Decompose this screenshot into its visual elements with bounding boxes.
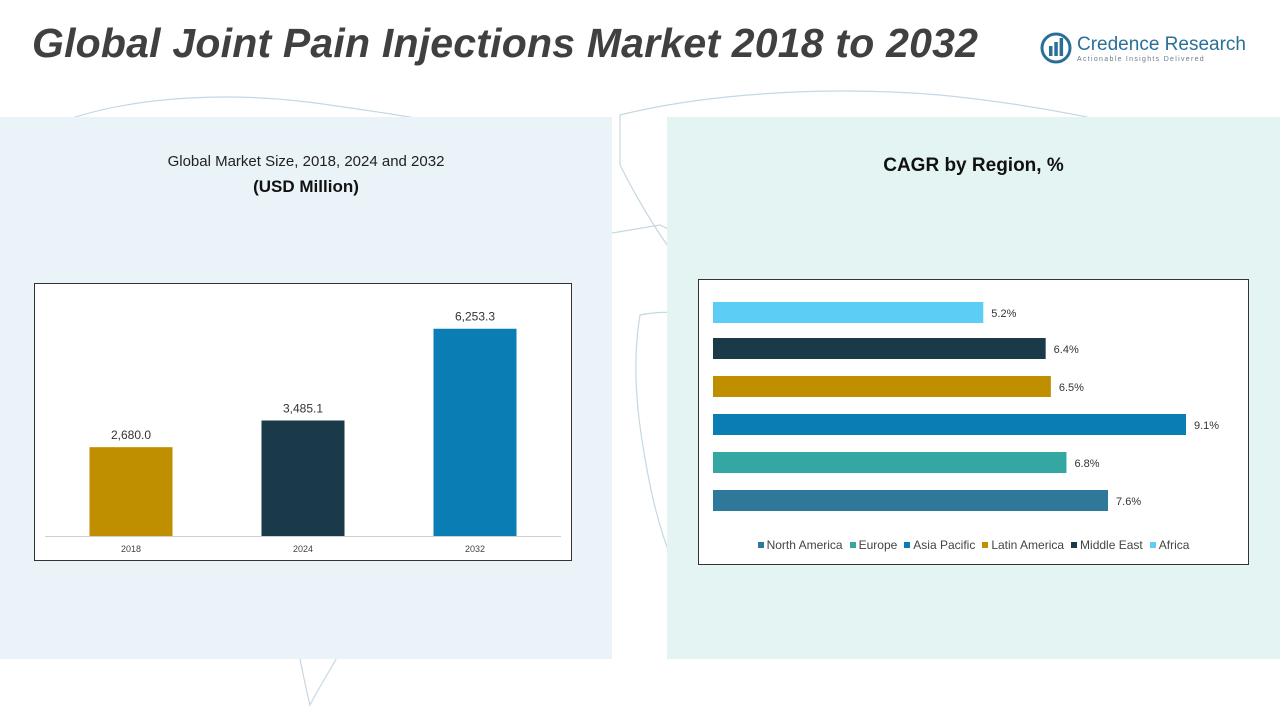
- market-size-bar-chart: 2,680.0 2018 3,485.1 2024 6,253.3 2032: [45, 310, 561, 554]
- credence-research-logo: Credence Research Actionable Insights De…: [1040, 30, 1255, 70]
- legend-item: Middle East: [1071, 538, 1143, 552]
- legend-swatch: [1149, 542, 1156, 548]
- logo-name: Credence Research: [1077, 34, 1246, 55]
- cagr-value-label: 6.8%: [1074, 458, 1099, 470]
- legend-item: Africa: [1149, 538, 1190, 552]
- cagr-bar-europe: [713, 452, 1067, 473]
- market-size-chart-unit: (USD Million): [253, 177, 359, 196]
- legend-swatch: [849, 542, 856, 548]
- cagr-bar-middle-east: [713, 338, 1046, 359]
- cagr-value-label: 7.6%: [1116, 496, 1141, 508]
- legend-label: Africa: [1158, 538, 1190, 552]
- legend-swatch: [757, 542, 764, 548]
- x-tick-label: 2018: [121, 544, 141, 554]
- cagr-bar-latin-america: [713, 376, 1051, 397]
- cagr-bar-north-america: [713, 490, 1109, 511]
- legend-item: Asia Pacific: [904, 538, 975, 552]
- legend-label: Latin America: [991, 538, 1065, 552]
- bar-value-label: 2,680.0: [111, 428, 151, 442]
- x-tick-label: 2032: [465, 544, 485, 554]
- cagr-bar-chart: 7.6% 6.8% 9.1% 6.5% 6.4% 5.2%: [713, 302, 1219, 511]
- bar-2024: [261, 420, 345, 536]
- market-size-chart: 2,680.0 2018 3,485.1 2024 6,253.3 2032: [34, 283, 572, 561]
- legend-item: Latin America: [982, 538, 1064, 552]
- page-title: Global Joint Pain Injections Market 2018…: [32, 20, 979, 66]
- cagr-value-label: 9.1%: [1194, 420, 1219, 432]
- cagr-value-label: 5.2%: [991, 308, 1016, 320]
- x-tick-label: 2024: [293, 544, 313, 554]
- logo-tagline: Actionable Insights Delivered: [1077, 56, 1205, 63]
- cagr-chart: 7.6% 6.8% 9.1% 6.5% 6.4% 5.2% North America Eu…: [698, 279, 1249, 565]
- bar-value-label: 3,485.1: [283, 401, 323, 415]
- cagr-bar-asia-pacific: [713, 414, 1186, 435]
- legend-item: Europe: [849, 538, 898, 552]
- cagr-bar-africa: [713, 302, 984, 323]
- legend-label: Europe: [858, 538, 898, 552]
- logo-icon: [1040, 32, 1072, 64]
- cagr-value-label: 6.4%: [1054, 344, 1079, 356]
- legend-swatch: [1071, 542, 1078, 548]
- bar-2032: [433, 328, 517, 536]
- legend-label: Asia Pacific: [913, 538, 976, 552]
- bar-value-label: 6,253.3: [455, 310, 495, 324]
- market-size-chart-title: Global Market Size, 2018, 2024 and 2032: [167, 153, 445, 170]
- legend-swatch: [982, 542, 989, 548]
- legend-item: North America: [757, 538, 843, 552]
- bar-2018: [89, 447, 173, 536]
- legend-swatch: [904, 542, 911, 548]
- cagr-chart-title: CAGR by Region, %: [883, 155, 1064, 176]
- legend-label: Middle East: [1080, 538, 1143, 552]
- cagr-value-label: 6.5%: [1059, 382, 1084, 394]
- cagr-legend: North America Europe Asia Pacific Latin Ame…: [699, 538, 1248, 552]
- legend-label: North America: [766, 538, 843, 552]
